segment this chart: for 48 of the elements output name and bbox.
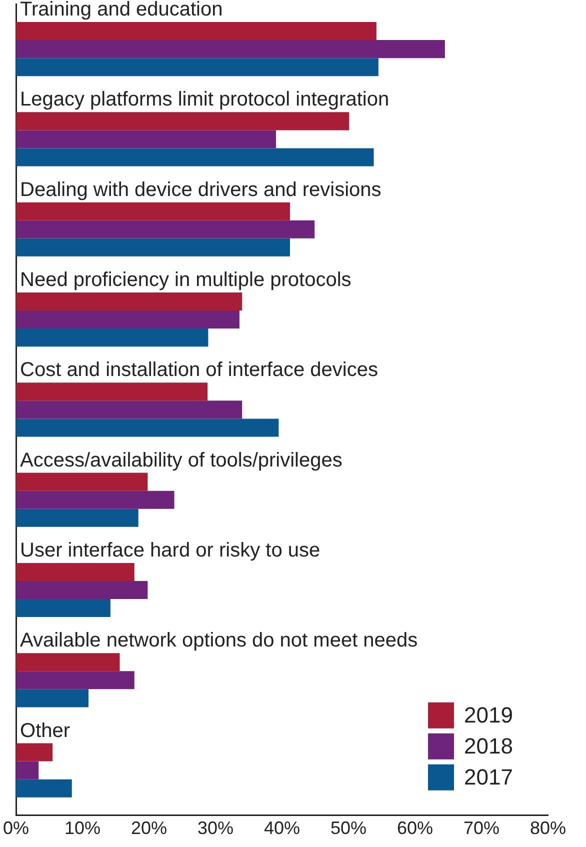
bar <box>16 761 39 780</box>
bar <box>16 418 279 437</box>
y-tick-label: Legacy platforms limit protocol integration <box>20 88 390 111</box>
bar <box>16 202 290 220</box>
x-tick-label: 60% <box>396 818 434 838</box>
legend-label: 2017 <box>464 764 513 790</box>
x-tick-label: 70% <box>463 818 500 838</box>
bar <box>16 382 208 401</box>
bar <box>16 490 174 509</box>
bar <box>16 743 53 762</box>
bar <box>16 22 376 40</box>
bar <box>16 472 148 491</box>
bar <box>16 58 378 76</box>
y-tick-label: Training and education <box>20 0 223 21</box>
bar <box>16 148 374 166</box>
legend-label: 2018 <box>464 733 513 758</box>
y-tick-label: Access/availability of tools/privileges <box>20 449 342 472</box>
x-tick-label: 0% <box>3 818 30 838</box>
bar <box>16 400 242 419</box>
x-tick-label: 80% <box>530 818 566 838</box>
bar <box>16 40 445 58</box>
bar <box>16 292 242 311</box>
y-tick-label: Need proficiency in multiple protocols <box>20 269 352 292</box>
bar <box>16 580 148 600</box>
bar <box>16 508 138 527</box>
y-tick-label: User interface hard or risky to use <box>20 539 320 562</box>
y-tick-label: Available network options do not meet needs <box>20 630 418 652</box>
x-tick-label: 30% <box>197 818 234 838</box>
bar <box>16 238 290 256</box>
bar <box>16 310 240 329</box>
x-tick-label: 50% <box>330 818 367 838</box>
legend-label: 2019 <box>464 702 513 728</box>
bar <box>16 112 350 130</box>
bar <box>16 671 134 690</box>
bar <box>16 689 88 708</box>
y-tick-label: Cost and installation of interface devices <box>20 359 378 382</box>
bar <box>16 220 315 238</box>
bar <box>16 130 276 148</box>
x-tick-label: 20% <box>130 818 168 838</box>
bar <box>16 653 120 672</box>
bar <box>16 328 208 347</box>
bar <box>16 779 72 798</box>
y-tick-label: Dealing with device drivers and revisions <box>20 178 382 201</box>
x-tick-label: 10% <box>64 818 101 838</box>
bar <box>16 599 110 618</box>
y-tick-label: Other <box>20 720 70 742</box>
x-tick-label: 40% <box>264 818 300 838</box>
bar <box>16 562 134 581</box>
